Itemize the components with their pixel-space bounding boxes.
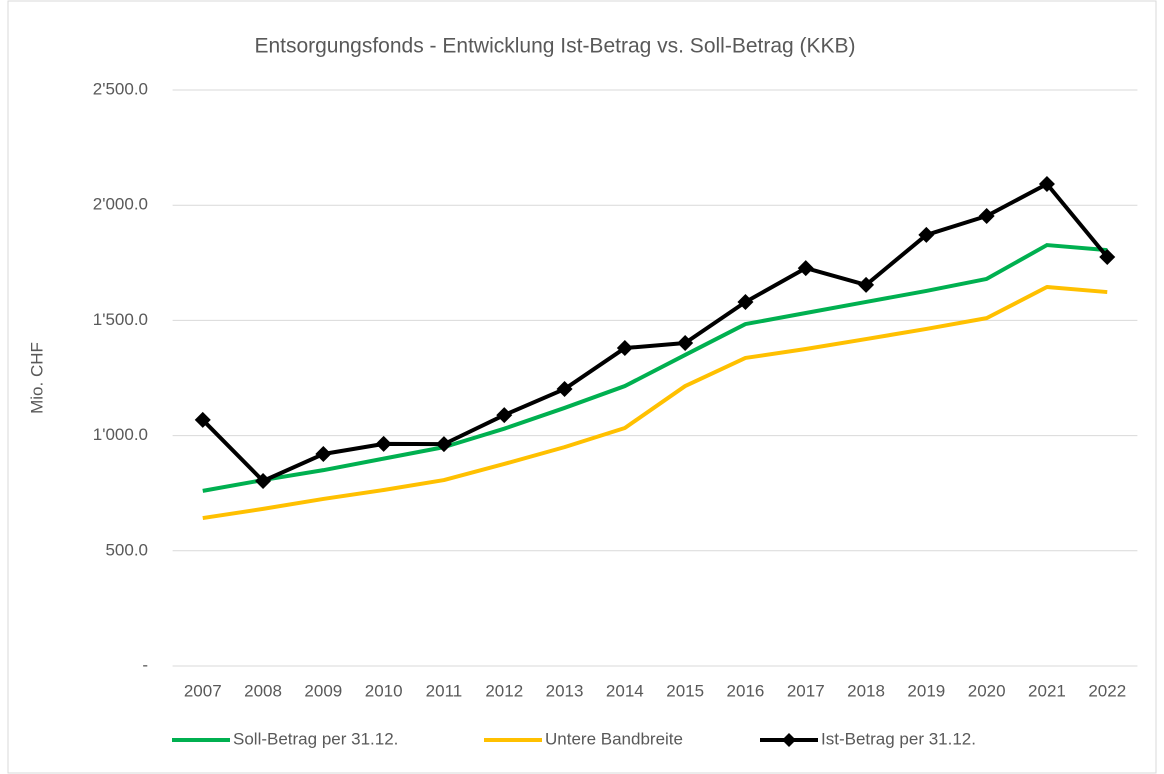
chart-border bbox=[7, 0, 1157, 774]
x-tick-label: 2010 bbox=[365, 681, 403, 700]
marker bbox=[1099, 249, 1116, 266]
x-tick-label: 2020 bbox=[968, 681, 1006, 700]
y-axis-title: Mio. CHF bbox=[27, 342, 46, 414]
marker bbox=[315, 446, 332, 463]
marker bbox=[616, 340, 633, 357]
x-tick-label: 2022 bbox=[1088, 681, 1126, 700]
series-line bbox=[201, 182, 1109, 483]
marker bbox=[556, 381, 573, 398]
y-tick-label: 500.0 bbox=[105, 540, 148, 559]
y-tick-label: - bbox=[142, 655, 148, 674]
y-tick-label: 2'000.0 bbox=[93, 195, 148, 214]
series-line bbox=[202, 284, 1108, 521]
marker bbox=[797, 260, 814, 277]
marker bbox=[375, 435, 392, 452]
series-line bbox=[202, 243, 1108, 493]
x-tick-label: 2016 bbox=[727, 681, 765, 700]
x-tick-label: 2007 bbox=[184, 681, 222, 700]
marker bbox=[255, 472, 272, 489]
x-tick-label: 2009 bbox=[304, 681, 342, 700]
x-tick-label: 2017 bbox=[787, 681, 825, 700]
x-tick-label: 2015 bbox=[666, 681, 704, 700]
marker bbox=[496, 407, 513, 424]
legend-label: Untere Bandbreite bbox=[545, 729, 683, 748]
marker bbox=[918, 226, 935, 243]
marker bbox=[194, 411, 211, 428]
x-tick-label: 2018 bbox=[847, 681, 885, 700]
x-tick-label: 2014 bbox=[606, 681, 644, 700]
y-tick-label: 1'500.0 bbox=[93, 310, 148, 329]
x-tick-label: 2012 bbox=[485, 681, 523, 700]
marker bbox=[1038, 176, 1055, 193]
marker bbox=[858, 276, 875, 293]
y-tick-label: 2'500.0 bbox=[93, 79, 148, 98]
marker bbox=[737, 293, 754, 310]
chart-title: Entsorgungsfonds - Entwicklung Ist-Betra… bbox=[254, 35, 855, 58]
y-tick-label: 1'000.0 bbox=[93, 425, 148, 444]
marker bbox=[435, 436, 452, 453]
x-tick-label: 2008 bbox=[244, 681, 282, 700]
marker bbox=[978, 208, 995, 225]
legend-label: Ist-Betrag per 31.12. bbox=[821, 729, 976, 748]
marker bbox=[677, 334, 694, 351]
legend-marker bbox=[782, 733, 796, 747]
x-tick-label: 2019 bbox=[907, 681, 945, 700]
x-tick-label: 2013 bbox=[546, 681, 584, 700]
legend-label: Soll-Betrag per 31.12. bbox=[233, 729, 398, 748]
x-tick-label: 2021 bbox=[1028, 681, 1066, 700]
x-tick-label: 2011 bbox=[426, 681, 463, 700]
